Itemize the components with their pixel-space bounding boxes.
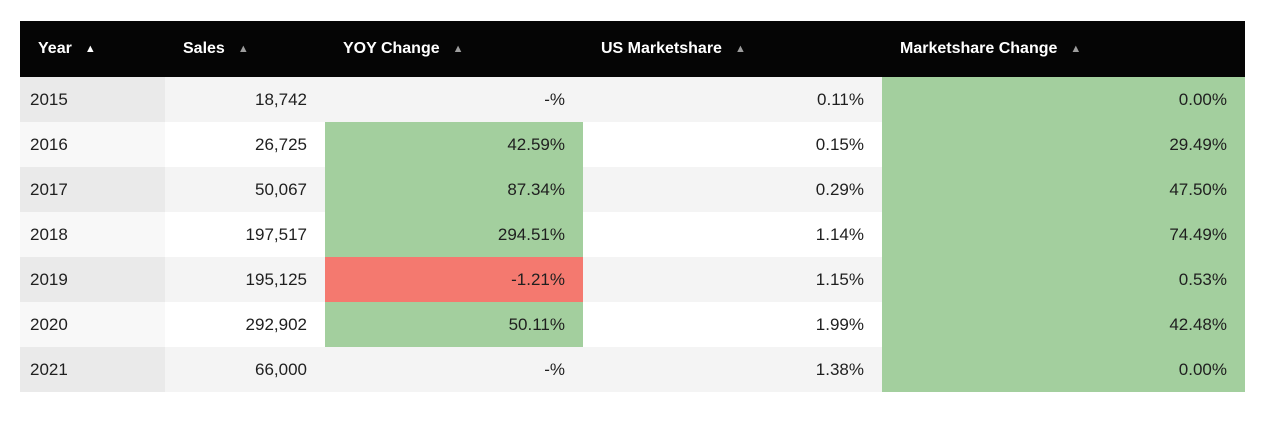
cell-us-marketshare: 0.29% [583,167,882,212]
cell-marketshare-change: 29.49% [882,122,1245,167]
cell-marketshare-change: 0.00% [882,77,1245,122]
column-header-year[interactable]: Year ▲ [20,21,165,77]
cell-us-marketshare: 1.99% [583,302,882,347]
column-header-marketshare-change[interactable]: Marketshare Change ▲ [882,21,1245,77]
table-row: 2015 18,742 -% 0.11% 0.00% [20,77,1245,122]
cell-year: 2015 [20,77,165,122]
cell-us-marketshare: 0.11% [583,77,882,122]
sort-ascending-icon: ▲ [734,43,746,55]
cell-year: 2021 [20,347,165,392]
data-table: Year ▲ Sales ▲ YOY Change ▲ US Marketshare ▲… [20,21,1245,392]
cell-marketshare-change: 0.00% [882,347,1245,392]
cell-sales: 195,125 [165,257,325,302]
cell-yoy-change: 87.34% [325,167,583,212]
cell-us-marketshare: 1.38% [583,347,882,392]
cell-sales: 292,902 [165,302,325,347]
column-header-label: US Marketshare [601,40,722,57]
table-row: 2017 50,067 87.34% 0.29% 47.50% [20,167,1245,212]
cell-sales: 50,067 [165,167,325,212]
table-row: 2018 197,517 294.51% 1.14% 74.49% [20,212,1245,257]
cell-year: 2020 [20,302,165,347]
cell-yoy-change: 294.51% [325,212,583,257]
table-header-row: Year ▲ Sales ▲ YOY Change ▲ US Marketshare ▲… [20,21,1245,77]
table-row: 2016 26,725 42.59% 0.15% 29.49% [20,122,1245,167]
table-row: 2020 292,902 50.11% 1.99% 42.48% [20,302,1245,347]
cell-marketshare-change: 47.50% [882,167,1245,212]
sort-ascending-icon: ▲ [84,43,96,55]
sort-ascending-icon: ▲ [452,43,464,55]
cell-us-marketshare: 0.15% [583,122,882,167]
table-row: 2021 66,000 -% 1.38% 0.00% [20,347,1245,392]
column-header-label: YOY Change [343,40,440,57]
sort-ascending-icon: ▲ [1070,43,1082,55]
column-header-yoy-change[interactable]: YOY Change ▲ [325,21,583,77]
cell-yoy-change: 42.59% [325,122,583,167]
cell-year: 2017 [20,167,165,212]
sort-ascending-icon: ▲ [237,43,249,55]
cell-sales: 26,725 [165,122,325,167]
cell-year: 2016 [20,122,165,167]
cell-year: 2018 [20,212,165,257]
cell-yoy-change: -1.21% [325,257,583,302]
column-header-sales[interactable]: Sales ▲ [165,21,325,77]
cell-marketshare-change: 0.53% [882,257,1245,302]
cell-yoy-change: -% [325,77,583,122]
table-body: 2015 18,742 -% 0.11% 0.00% 2016 26,725 4… [20,77,1245,392]
column-header-label: Marketshare Change [900,40,1058,57]
column-header-label: Sales [183,40,225,57]
column-header-label: Year [38,40,72,57]
cell-marketshare-change: 74.49% [882,212,1245,257]
cell-year: 2019 [20,257,165,302]
cell-us-marketshare: 1.14% [583,212,882,257]
cell-yoy-change: -% [325,347,583,392]
cell-us-marketshare: 1.15% [583,257,882,302]
cell-marketshare-change: 42.48% [882,302,1245,347]
cell-sales: 197,517 [165,212,325,257]
cell-sales: 18,742 [165,77,325,122]
table-row: 2019 195,125 -1.21% 1.15% 0.53% [20,257,1245,302]
cell-sales: 66,000 [165,347,325,392]
data-table-container: Year ▲ Sales ▲ YOY Change ▲ US Marketshare ▲… [20,21,1245,392]
cell-yoy-change: 50.11% [325,302,583,347]
column-header-us-marketshare[interactable]: US Marketshare ▲ [583,21,882,77]
